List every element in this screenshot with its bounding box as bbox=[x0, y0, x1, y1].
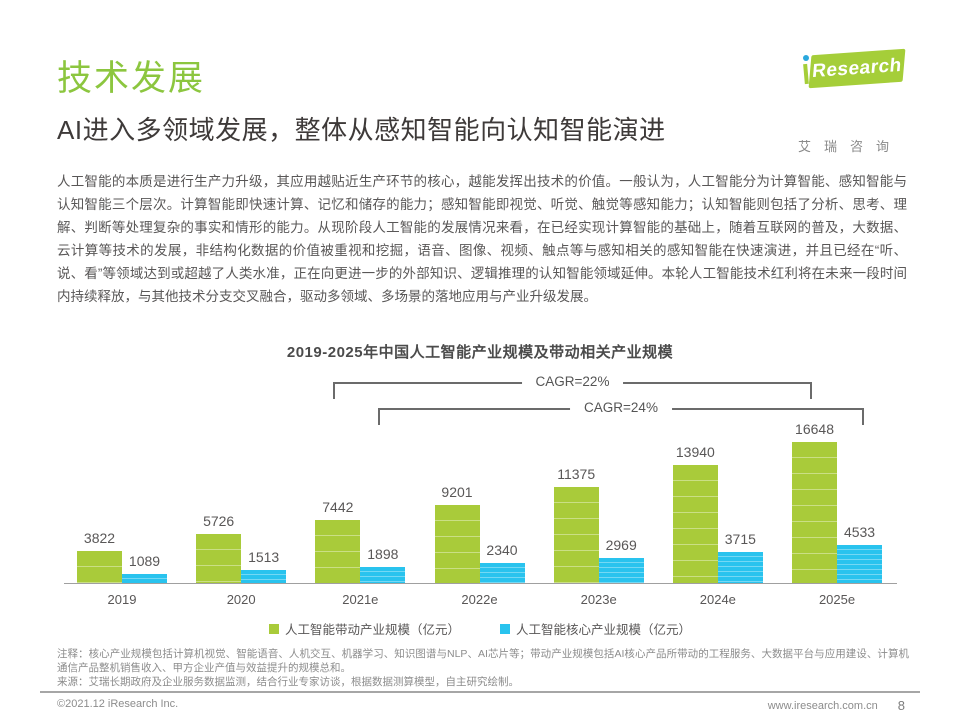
bar-2023e-driven bbox=[553, 486, 599, 583]
value-label-2019-driven: 3822 bbox=[83, 529, 116, 546]
value-label-2022e-core: 2340 bbox=[486, 542, 518, 559]
legend-swatch-blue-icon bbox=[500, 623, 510, 634]
legend-item-green: 人工智能带动产业规模（亿元） bbox=[268, 619, 460, 638]
category-label-2020: 2020 bbox=[226, 592, 256, 607]
value-label-2020-driven: 5726 bbox=[203, 513, 235, 530]
category-label-2021e: 2021e bbox=[342, 592, 379, 607]
footer-divider bbox=[40, 691, 920, 693]
cagr-bracket-blue: CAGR=24% bbox=[378, 400, 864, 425]
value-label-2023e-core: 2969 bbox=[605, 536, 637, 553]
bar-2024e-driven bbox=[672, 464, 718, 583]
logo-i-stem-icon bbox=[803, 63, 809, 85]
legend-item-blue: 人工智能核心产业规模（亿元） bbox=[500, 619, 691, 638]
logo-i-dot-icon bbox=[803, 55, 809, 61]
legend-label-blue: 人工智能核心产业规模（亿元） bbox=[516, 623, 692, 637]
bar-2020-driven bbox=[196, 534, 242, 583]
bar-2022e-core bbox=[479, 563, 525, 583]
bar-2019-driven bbox=[77, 550, 122, 583]
cagr-label-green: CAGR=22% bbox=[521, 374, 624, 389]
bar-2020-core bbox=[241, 570, 287, 583]
footer: ©2021.12 iResearch Inc. www.iresearch.co… bbox=[57, 698, 905, 713]
bar-2024e-core bbox=[717, 551, 763, 583]
iresearch-logo-mark: Research bbox=[798, 48, 910, 90]
bracket-tick-icon bbox=[862, 410, 864, 425]
page-number: 8 bbox=[897, 698, 905, 713]
source-text: 来源：艾瑞长期政府及企业服务数据监测，结合行业专家访谈，根据数据测算模型，自主研… bbox=[57, 676, 519, 688]
value-label-2021e-driven: 7442 bbox=[322, 498, 354, 515]
value-label-2025e-core: 4533 bbox=[843, 523, 876, 540]
legend-swatch-green-icon bbox=[268, 623, 279, 634]
value-label-2024e-core: 3715 bbox=[724, 530, 756, 547]
bracket-tick-icon bbox=[378, 410, 380, 425]
copyright-text: ©2021.12 iResearch Inc. bbox=[57, 698, 179, 710]
note-text: 注释：核心产业规模包括计算机视觉、智能语音、人机交互、机器学习、知识图谱与NLP… bbox=[57, 648, 909, 674]
legend-label-green: 人工智能带动产业规模（亿元） bbox=[284, 623, 460, 637]
bar-2023e-core bbox=[598, 557, 644, 583]
category-label-2025e: 2025e bbox=[818, 592, 856, 607]
bracket-tick-icon bbox=[810, 384, 812, 399]
footnotes: 注释：核心产业规模包括计算机视觉、智能语音、人机交互、机器学习、知识图谱与NLP… bbox=[57, 648, 909, 691]
category-label-2019: 2019 bbox=[107, 592, 137, 607]
bar-2022e-driven bbox=[434, 505, 480, 583]
bar-2025e-core bbox=[837, 544, 883, 583]
bar-2019-core bbox=[122, 573, 167, 583]
value-label-2022e-driven: 9201 bbox=[441, 484, 473, 501]
x-axis-line bbox=[64, 583, 897, 584]
intro-paragraph: 人工智能的本质是进行生产力升级，其应用越贴近生产环节的核心，越能发挥出技术的价值… bbox=[57, 174, 907, 304]
logo-chinese-name: 艾瑞咨询 bbox=[798, 139, 903, 154]
category-label-2022e: 2022e bbox=[461, 592, 498, 607]
value-label-2023e-driven: 11375 bbox=[557, 465, 596, 482]
page-title: AI进入多领域发展，整体从感知智能向认知智能演进 bbox=[57, 115, 666, 145]
logo-brand-text: Research bbox=[811, 54, 903, 82]
category-label-2024e: 2024e bbox=[699, 592, 736, 607]
value-label-2021e-core: 1898 bbox=[367, 545, 399, 562]
bar-2021e-core bbox=[360, 566, 406, 583]
logo-green-plate: Research bbox=[808, 48, 906, 89]
category-label-2023e: 2023e bbox=[580, 592, 617, 607]
value-label-2025e-driven: 16648 bbox=[795, 420, 834, 437]
cagr-label-blue: CAGR=24% bbox=[570, 400, 672, 415]
value-label-2019-core: 1089 bbox=[128, 552, 161, 569]
bracket-tick-icon bbox=[333, 384, 335, 399]
value-label-2024e-driven: 13940 bbox=[675, 443, 715, 460]
iresearch-logo: Research 艾瑞咨询 bbox=[798, 48, 910, 155]
bar-2021e-driven bbox=[315, 519, 361, 583]
section-title: 技术发展 bbox=[57, 59, 206, 98]
chart-legend: 人工智能带动产业规模（亿元） 人工智能核心产业规模（亿元） bbox=[0, 619, 960, 638]
bar-2025e-driven bbox=[792, 441, 838, 583]
website-text: www.iresearch.com.cn bbox=[767, 699, 878, 712]
cagr-bracket-green: CAGR=22% bbox=[333, 374, 812, 399]
value-label-2020-core: 1513 bbox=[248, 549, 280, 566]
chart-title: 2019-2025年中国人工智能产业规模及带动相关产业规模 bbox=[286, 344, 674, 361]
